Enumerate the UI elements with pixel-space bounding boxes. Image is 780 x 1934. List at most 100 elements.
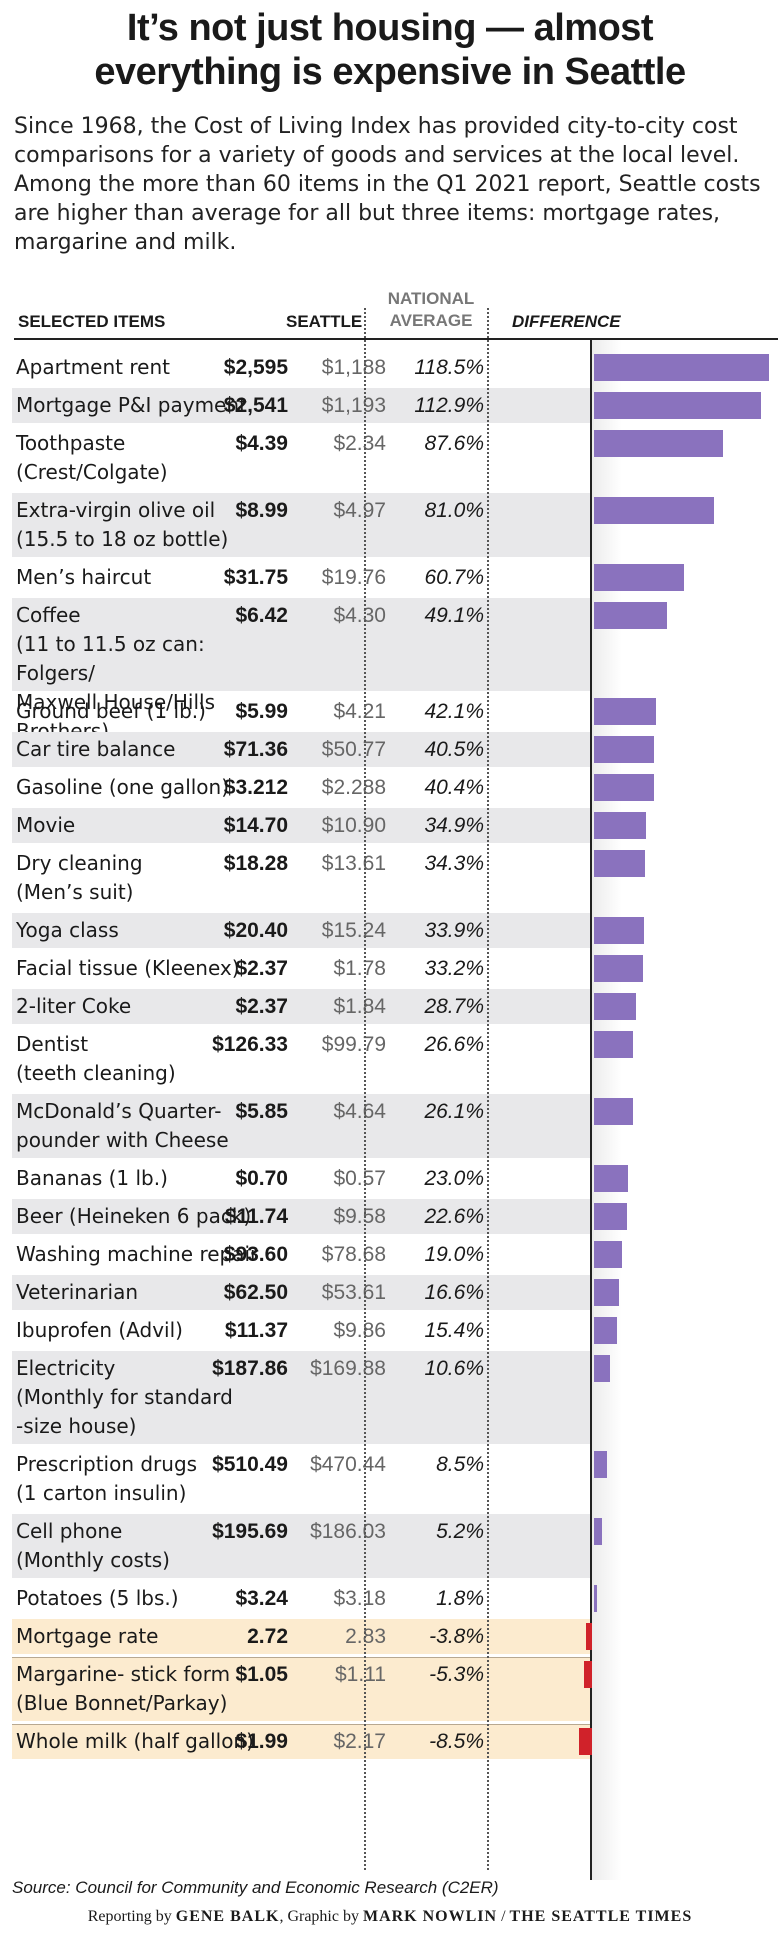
difference-label: 40.5%: [424, 738, 484, 761]
difference-label: 26.1%: [424, 1100, 484, 1123]
difference-bar: [594, 1451, 607, 1478]
credit-reporter: GENE BALK: [175, 1908, 280, 1925]
seattle-price: $2.37: [235, 957, 288, 980]
source-note: Source: Council for Community and Econom…: [12, 1878, 499, 1897]
difference-label: 34.9%: [424, 814, 484, 837]
difference-bar: [594, 917, 645, 944]
difference-label: 28.7%: [424, 995, 484, 1018]
item-name-line: Beer (Heineken 6 pack): [16, 1204, 252, 1228]
difference-label: 112.9%: [414, 394, 484, 417]
difference-bar: [594, 774, 654, 801]
national-average-price: $4.21: [333, 700, 386, 723]
difference-label: 118.5%: [414, 356, 484, 379]
table-row: Men’s haircut $31.75 $19.76 60.7%: [12, 560, 590, 595]
item-name: Men’s haircut: [16, 563, 281, 592]
table-row: Cell phone (Monthly costs) $195.69 $186.03 5…: [12, 1514, 590, 1578]
table-row: Prescription drugs (1 carton insulin) $510…: [12, 1447, 590, 1511]
seattle-price: $2,595: [223, 356, 288, 379]
seattle-price: $20.40: [223, 919, 288, 942]
difference-label: 15.4%: [424, 1319, 484, 1342]
item-name: Prescription drugs (1 carton insulin): [16, 1450, 281, 1508]
item-name-line: -size house): [16, 1414, 137, 1438]
difference-bar: [594, 1203, 628, 1230]
table-row: Whole milk (half gallon) $1.99 $2.17 -8.5%: [12, 1724, 590, 1759]
item-name-line: pounder with Cheese: [16, 1128, 229, 1152]
item-name: Ground beef (1 lb.): [16, 697, 281, 726]
seattle-price: $1.99: [235, 1730, 288, 1753]
header-national-line2: AVERAGE: [389, 311, 473, 330]
national-average-price: $15.24: [321, 919, 386, 942]
table-row: Dry cleaning (Men’s suit) $18.28 $13.61 34.3…: [12, 846, 590, 910]
item-name: Movie: [16, 811, 281, 840]
title-line-2: everything is expensive in Seattle: [94, 51, 686, 93]
seattle-price: $4.39: [235, 432, 288, 455]
item-name-line: Prescription drugs: [16, 1452, 198, 1476]
table-row: Movie $14.70 $10.90 34.9%: [12, 808, 590, 843]
item-name: Veterinarian: [16, 1278, 281, 1307]
difference-label: 5.2%: [436, 1520, 484, 1543]
table-row: Car tire balance $71.36 $50.77 40.5%: [12, 732, 590, 767]
credit-sep: /: [497, 1908, 510, 1925]
difference-label: 34.3%: [424, 852, 484, 875]
table-row: Apartment rent $2,595 $1,188 118.5%: [12, 350, 590, 385]
national-average-price: $169.88: [310, 1357, 386, 1380]
credit-line: Reporting by GENE BALK, Graphic by MARK …: [0, 1908, 780, 1926]
zero-axis-line: [590, 340, 592, 1880]
difference-bar: [594, 812, 646, 839]
difference-label: 23.0%: [424, 1167, 484, 1190]
table-row: Yoga class $20.40 $15.24 33.9%: [12, 913, 590, 948]
header-rule: [14, 338, 778, 340]
national-average-price: $2.34: [333, 432, 386, 455]
table-row: Dentist (teeth cleaning) $126.33 $99.79 26.6…: [12, 1027, 590, 1091]
item-name-line: Coffee: [16, 603, 81, 627]
national-average-price: $19.76: [321, 566, 386, 589]
chart-title: It’s not just housing — almost everythin…: [0, 6, 780, 94]
item-name-line: Cell phone: [16, 1519, 123, 1543]
national-average-price: $53.61: [321, 1281, 386, 1304]
national-average-price: $10.90: [321, 814, 386, 837]
difference-label: -5.3%: [429, 1663, 484, 1686]
item-name-line: McDonald’s Quarter-: [16, 1099, 222, 1123]
item-name-line: Car tire balance: [16, 737, 176, 761]
row-separator: [12, 1657, 590, 1658]
table-row: Toothpaste (Crest/Colgate) $4.39 $2.34 87.6%: [12, 426, 590, 490]
item-name-line: (Men’s suit): [16, 880, 134, 904]
difference-bar: [584, 1661, 592, 1688]
header-seattle: SEATTLE: [286, 312, 363, 331]
difference-bar: [594, 430, 724, 457]
item-name-line: Ibuprofen (Advil): [16, 1318, 183, 1342]
difference-bar: [594, 354, 769, 381]
national-average-price: $470.44: [310, 1453, 386, 1476]
item-name-line: (11 to 11.5 oz can: Folgers/: [16, 632, 205, 685]
item-name-line: Electricity: [16, 1356, 116, 1380]
seattle-price: $510.49: [212, 1453, 288, 1476]
item-name-line: (Crest/Colgate): [16, 460, 168, 484]
difference-bar: [594, 1165, 628, 1192]
difference-bar: [594, 1355, 610, 1382]
table-row: Margarine- stick form (Blue Bonnet/Parkay…: [12, 1657, 590, 1721]
national-average-price: $4.30: [333, 604, 386, 627]
difference-bar: [594, 850, 645, 877]
difference-label: 42.1%: [424, 700, 484, 723]
difference-label: -8.5%: [429, 1730, 484, 1753]
item-name: Beer (Heineken 6 pack): [16, 1202, 281, 1231]
difference-label: 40.4%: [424, 776, 484, 799]
seattle-price: $62.50: [223, 1281, 288, 1304]
national-average-price: $186.03: [310, 1520, 386, 1543]
item-name-line: (15.5 to 18 oz bottle): [16, 527, 229, 551]
item-name: Washing machine repair: [16, 1240, 281, 1269]
difference-label: 33.2%: [424, 957, 484, 980]
item-name-line: Extra-virgin olive oil: [16, 498, 216, 522]
item-name-line: (Blue Bonnet/Parkay): [16, 1691, 228, 1715]
credit-middle: , Graphic by: [279, 1908, 363, 1925]
national-average-price: $0.57: [333, 1167, 386, 1190]
item-name-line: Facial tissue (Kleenex): [16, 956, 240, 980]
table-row: McDonald’s Quarter-pounder with Cheese $5…: [12, 1094, 590, 1158]
seattle-price: $1.05: [235, 1663, 288, 1686]
header-national-average: NATIONAL AVERAGE: [382, 288, 480, 332]
table-row: 2-liter Coke $2.37 $1.84 28.7%: [12, 989, 590, 1024]
item-name-line: Mortgage rate: [16, 1624, 159, 1648]
seattle-price: $187.86: [212, 1357, 288, 1380]
item-name-line: Movie: [16, 813, 76, 837]
item-name: Gasoline (one gallon): [16, 773, 281, 802]
